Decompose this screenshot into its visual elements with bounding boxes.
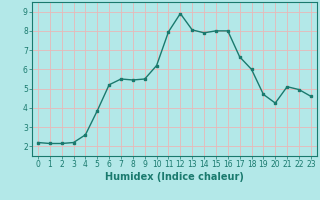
X-axis label: Humidex (Indice chaleur): Humidex (Indice chaleur) (105, 172, 244, 182)
